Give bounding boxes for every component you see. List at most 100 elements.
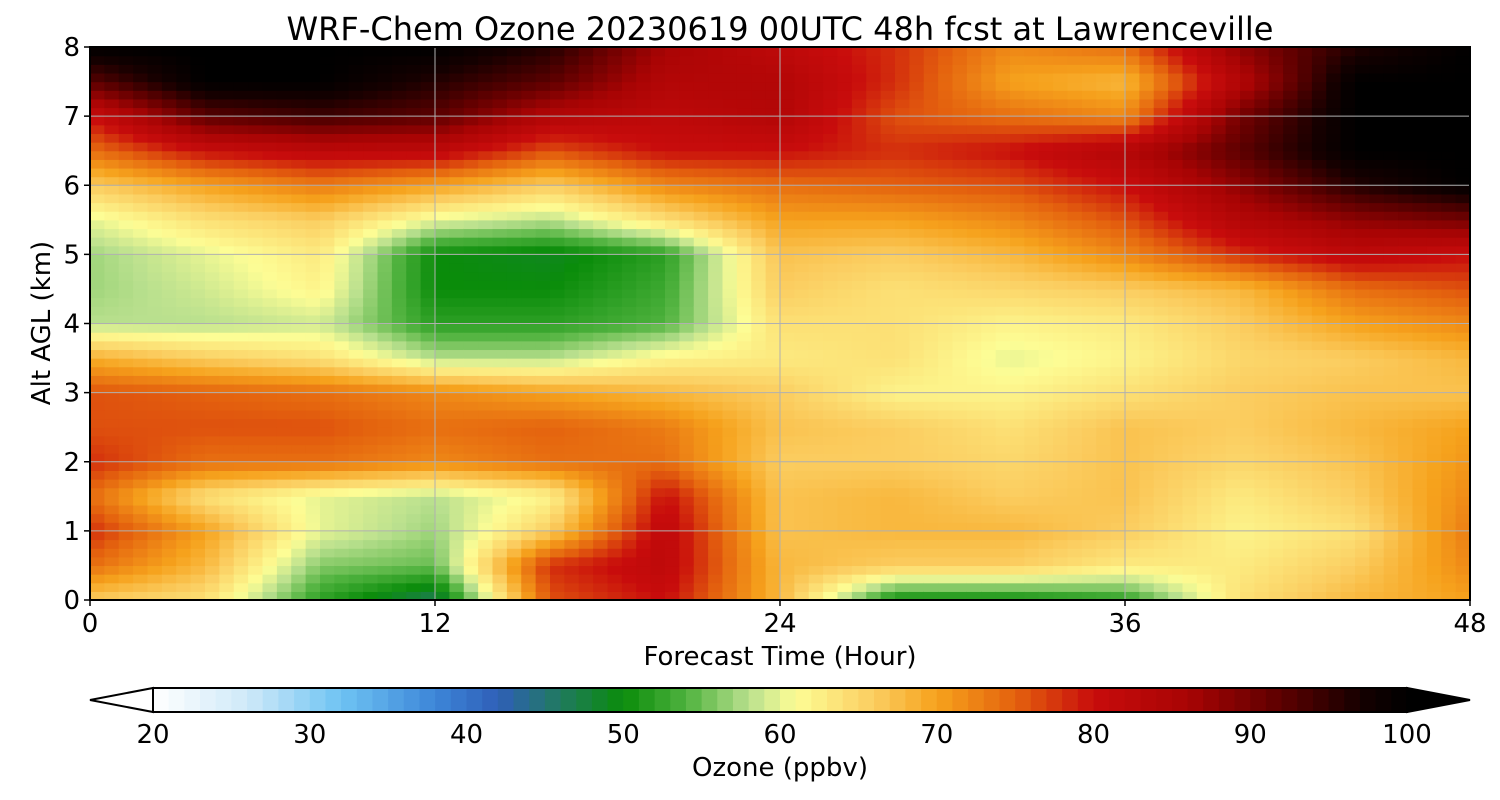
heatmap-cell [966,64,982,74]
heatmap-cell [449,522,465,532]
heatmap-cell [377,211,393,221]
heatmap-cell [1096,453,1112,463]
heatmap-cell [851,349,867,359]
heatmap-cell [1182,142,1198,152]
heatmap-cell [478,72,494,83]
heatmap-cell [535,219,551,230]
heatmap-cell [866,176,882,186]
heatmap-cell [1038,470,1054,480]
heatmap-cell [607,409,623,420]
heatmap-cell [578,98,594,109]
heatmap-cell [1053,314,1069,325]
heatmap-cell [1096,496,1112,506]
heatmap-cell [823,548,839,558]
heatmap-cell [406,64,422,74]
heatmap-cell [1053,582,1069,592]
heatmap-cell [133,409,149,420]
heatmap-cell [291,254,307,264]
heatmap-cell [535,142,551,152]
heatmap-cell [650,280,666,290]
heatmap-cell [851,513,867,523]
heatmap-cell [880,98,896,109]
heatmap-cell [176,349,192,359]
heatmap-cell [607,64,623,74]
heatmap-cell [866,461,882,471]
heatmap-cell [391,47,407,57]
heatmap-cell [578,358,594,368]
heatmap-cell [535,107,551,117]
heatmap-cell [1139,306,1155,316]
heatmap-cell [909,306,925,316]
heatmap-cell [276,271,292,281]
heatmap-cell [305,470,321,480]
heatmap-cell [966,133,982,143]
heatmap-cell [1038,142,1054,152]
heatmap-cell [693,332,709,342]
heatmap-cell [765,409,781,420]
heatmap-cell [722,461,738,471]
heatmap-cell [751,530,767,541]
heatmap-cell [176,366,192,376]
heatmap-cell [895,142,910,152]
heatmap-cell [722,47,738,57]
heatmap-cell [578,435,594,446]
heatmap-cell [665,306,680,316]
heatmap-cell [1038,159,1054,169]
heatmap-cell [851,323,867,333]
heatmap-cell [391,107,407,117]
heatmap-cell [607,176,623,186]
heatmap-cell [161,418,177,428]
heatmap-cell [780,574,795,584]
heatmap-cell [348,98,364,109]
heatmap-cell [147,150,163,160]
heatmap-cell [1196,504,1212,515]
heatmap-cell [895,254,910,264]
heatmap-cell [780,383,795,394]
heatmap-cell [492,582,508,592]
heatmap-cell [650,453,666,463]
heatmap-cell [463,167,479,178]
heatmap-cell [248,582,264,592]
heatmap-cell [1196,228,1212,238]
heatmap-cell [420,90,436,100]
heatmap-cell [636,383,652,394]
heatmap-cell [176,202,192,212]
heatmap-cell [219,358,235,368]
heatmap-cell [305,582,321,592]
heatmap-cell [966,444,982,454]
heatmap-cell [219,297,235,307]
heatmap-cell [1096,176,1112,186]
heatmap-cell [90,522,105,532]
heatmap-cell [391,349,407,359]
heatmap-cell [923,565,939,575]
heatmap-cell [377,116,393,126]
heatmap-cell [420,47,436,57]
heatmap-cell [708,245,724,255]
heatmap-cell [391,513,407,523]
heatmap-cell [880,530,896,541]
heatmap-cell [147,245,163,255]
heatmap-cell [1096,530,1112,541]
heatmap-cell [449,409,465,420]
heatmap-cell [851,409,867,420]
heatmap-cell [880,124,896,135]
heatmap-cell [693,142,709,152]
heatmap-cell [1139,263,1155,273]
heatmap-cell [708,314,724,325]
heatmap-cell [895,271,910,281]
heatmap-cell [593,64,609,74]
heatmap-cell [435,306,450,316]
heatmap-cell [435,496,450,506]
heatmap-cell [291,72,307,83]
heatmap-cell [391,167,407,178]
heatmap-cell [851,487,867,497]
heatmap-cell [219,496,235,506]
heatmap-cell [1153,392,1169,402]
heatmap-cell [435,237,450,247]
heatmap-cell [1096,90,1112,100]
heatmap-cell [391,211,407,221]
heatmap-cell [751,90,767,100]
heatmap-cell [219,202,235,212]
heatmap-cell [650,142,666,152]
heatmap-cell [391,323,407,333]
